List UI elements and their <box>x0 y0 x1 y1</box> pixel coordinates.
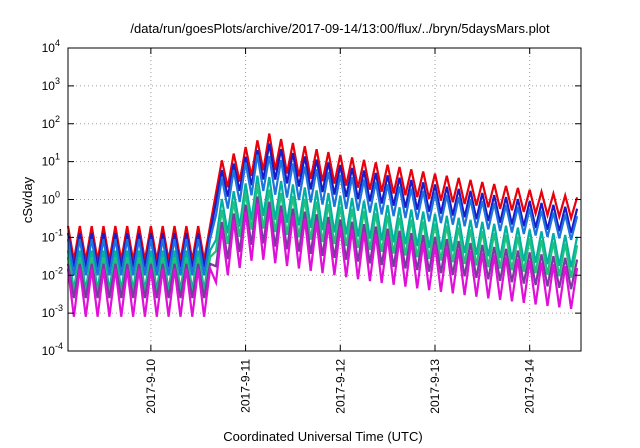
y-tick-label: 10-4 <box>42 341 63 358</box>
x-axis-label: Coordinated Universal Time (UTC) <box>223 429 422 444</box>
plot-series <box>66 133 579 317</box>
axis-ticks <box>68 47 581 352</box>
x-tick-labels: 2017-9-10 2017-9-11 2017-9-12 2017-9-13 2017… <box>144 359 537 414</box>
series-line-6 <box>66 196 579 299</box>
y-tick-label: 10-1 <box>42 227 63 244</box>
x-tick-label: 2017-9-13 <box>428 359 442 414</box>
y-tick-label: 10-3 <box>42 303 63 320</box>
y-tick-label: 104 <box>42 38 60 55</box>
y-tick-labels: 10-4 10-3 10-2 10-1 100 101 102 103 104 <box>42 38 63 358</box>
y-tick-label: 102 <box>42 114 60 131</box>
x-tick-label: 2017-9-11 <box>239 359 253 413</box>
x-tick-label: 2017-9-10 <box>144 359 158 414</box>
y-tick-label: 100 <box>42 190 60 207</box>
y-tick-label: 10-2 <box>42 265 63 282</box>
x-tick-label: 2017-9-12 <box>333 359 347 414</box>
chart-title: /data/run/goesPlots/archive/2017-09-14/1… <box>130 21 550 36</box>
series-line-7 <box>66 203 579 317</box>
y-axis-label: cSv/day <box>20 176 35 223</box>
x-tick-label: 2017-9-14 <box>523 359 537 414</box>
series-line-1 <box>66 133 579 261</box>
y-tick-label: 101 <box>42 152 60 169</box>
y-tick-label: 103 <box>42 76 60 93</box>
series-line-3 <box>66 154 579 276</box>
